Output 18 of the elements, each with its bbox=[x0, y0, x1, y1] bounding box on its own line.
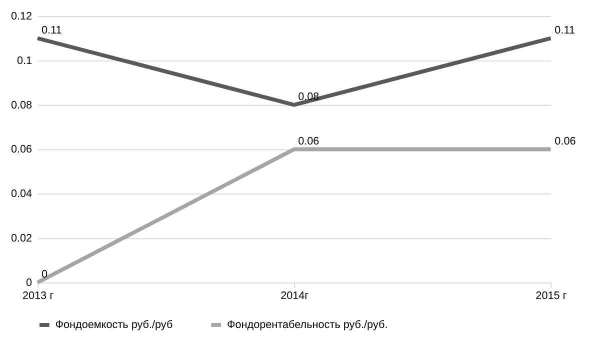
y-tick-label: 0.12 bbox=[10, 10, 32, 22]
x-tick-label: 2013 г bbox=[22, 290, 54, 302]
data-label: 0.08 bbox=[298, 90, 320, 103]
data-label: 0.11 bbox=[554, 24, 575, 36]
y-tick-label: 0.02 bbox=[10, 232, 32, 245]
legend-label: Фондорентабельность руб./руб. bbox=[227, 318, 388, 331]
y-tick-label: 0 bbox=[26, 276, 32, 289]
x-tick-label: 2014г bbox=[280, 290, 309, 302]
data-label: 0.11 bbox=[41, 24, 62, 36]
y-tick-label: 0.1 bbox=[17, 54, 32, 67]
y-tick-label: 0.06 bbox=[10, 144, 32, 156]
data-label: 0 bbox=[41, 268, 48, 281]
data-label: 0.06 bbox=[554, 135, 576, 148]
data-label: 0.06 bbox=[298, 135, 320, 148]
y-tick-label: 0.08 bbox=[10, 99, 32, 112]
x-tick-label: 2015 г bbox=[536, 290, 567, 302]
legend-label: Фондоемкость руб./руб bbox=[55, 318, 173, 331]
y-tick-label: 0.04 bbox=[10, 188, 32, 200]
